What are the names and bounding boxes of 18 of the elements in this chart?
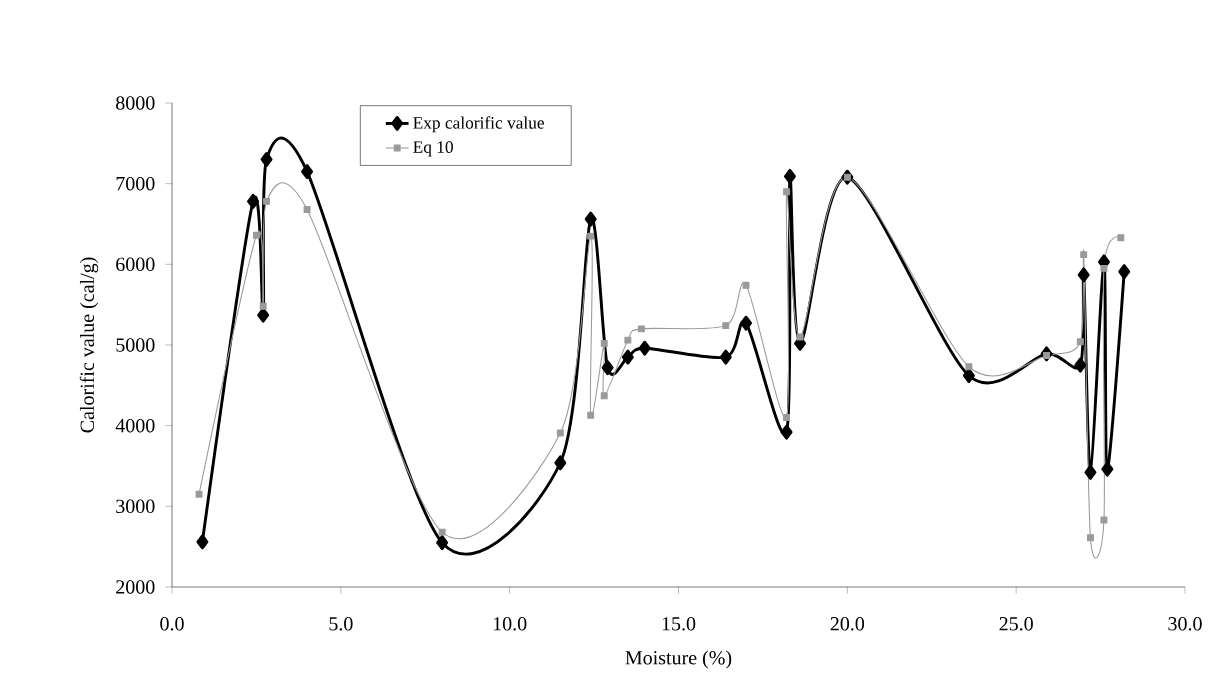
x-tick-label: 25.0: [999, 617, 1033, 631]
legend-label: Exp calorific value: [413, 116, 544, 133]
x-tick-label: 10.0: [493, 617, 527, 631]
x-tick-label: 30.0: [1168, 617, 1202, 631]
y-axis-title: Calorific value (cal/g): [79, 257, 99, 433]
x-tick-label: 20.0: [830, 617, 865, 631]
y-tick-label: 8000: [116, 96, 155, 110]
y-tick-label: 7000: [116, 176, 155, 191]
x-tick-label: 15.0: [662, 617, 696, 631]
y-tick-label: 3000: [116, 499, 155, 514]
y-tick-label: 5000: [116, 338, 155, 352]
x-tick-label: 0.0: [160, 617, 184, 631]
x-tick-label: 5.0: [329, 617, 353, 631]
y-tick-label: 2000: [116, 580, 155, 594]
legend-label: Eq 10: [413, 141, 453, 157]
x-axis-title: Moisture (%): [625, 650, 732, 669]
y-tick-label: 4000: [115, 418, 155, 433]
y-tick-label: 6000: [116, 257, 155, 272]
